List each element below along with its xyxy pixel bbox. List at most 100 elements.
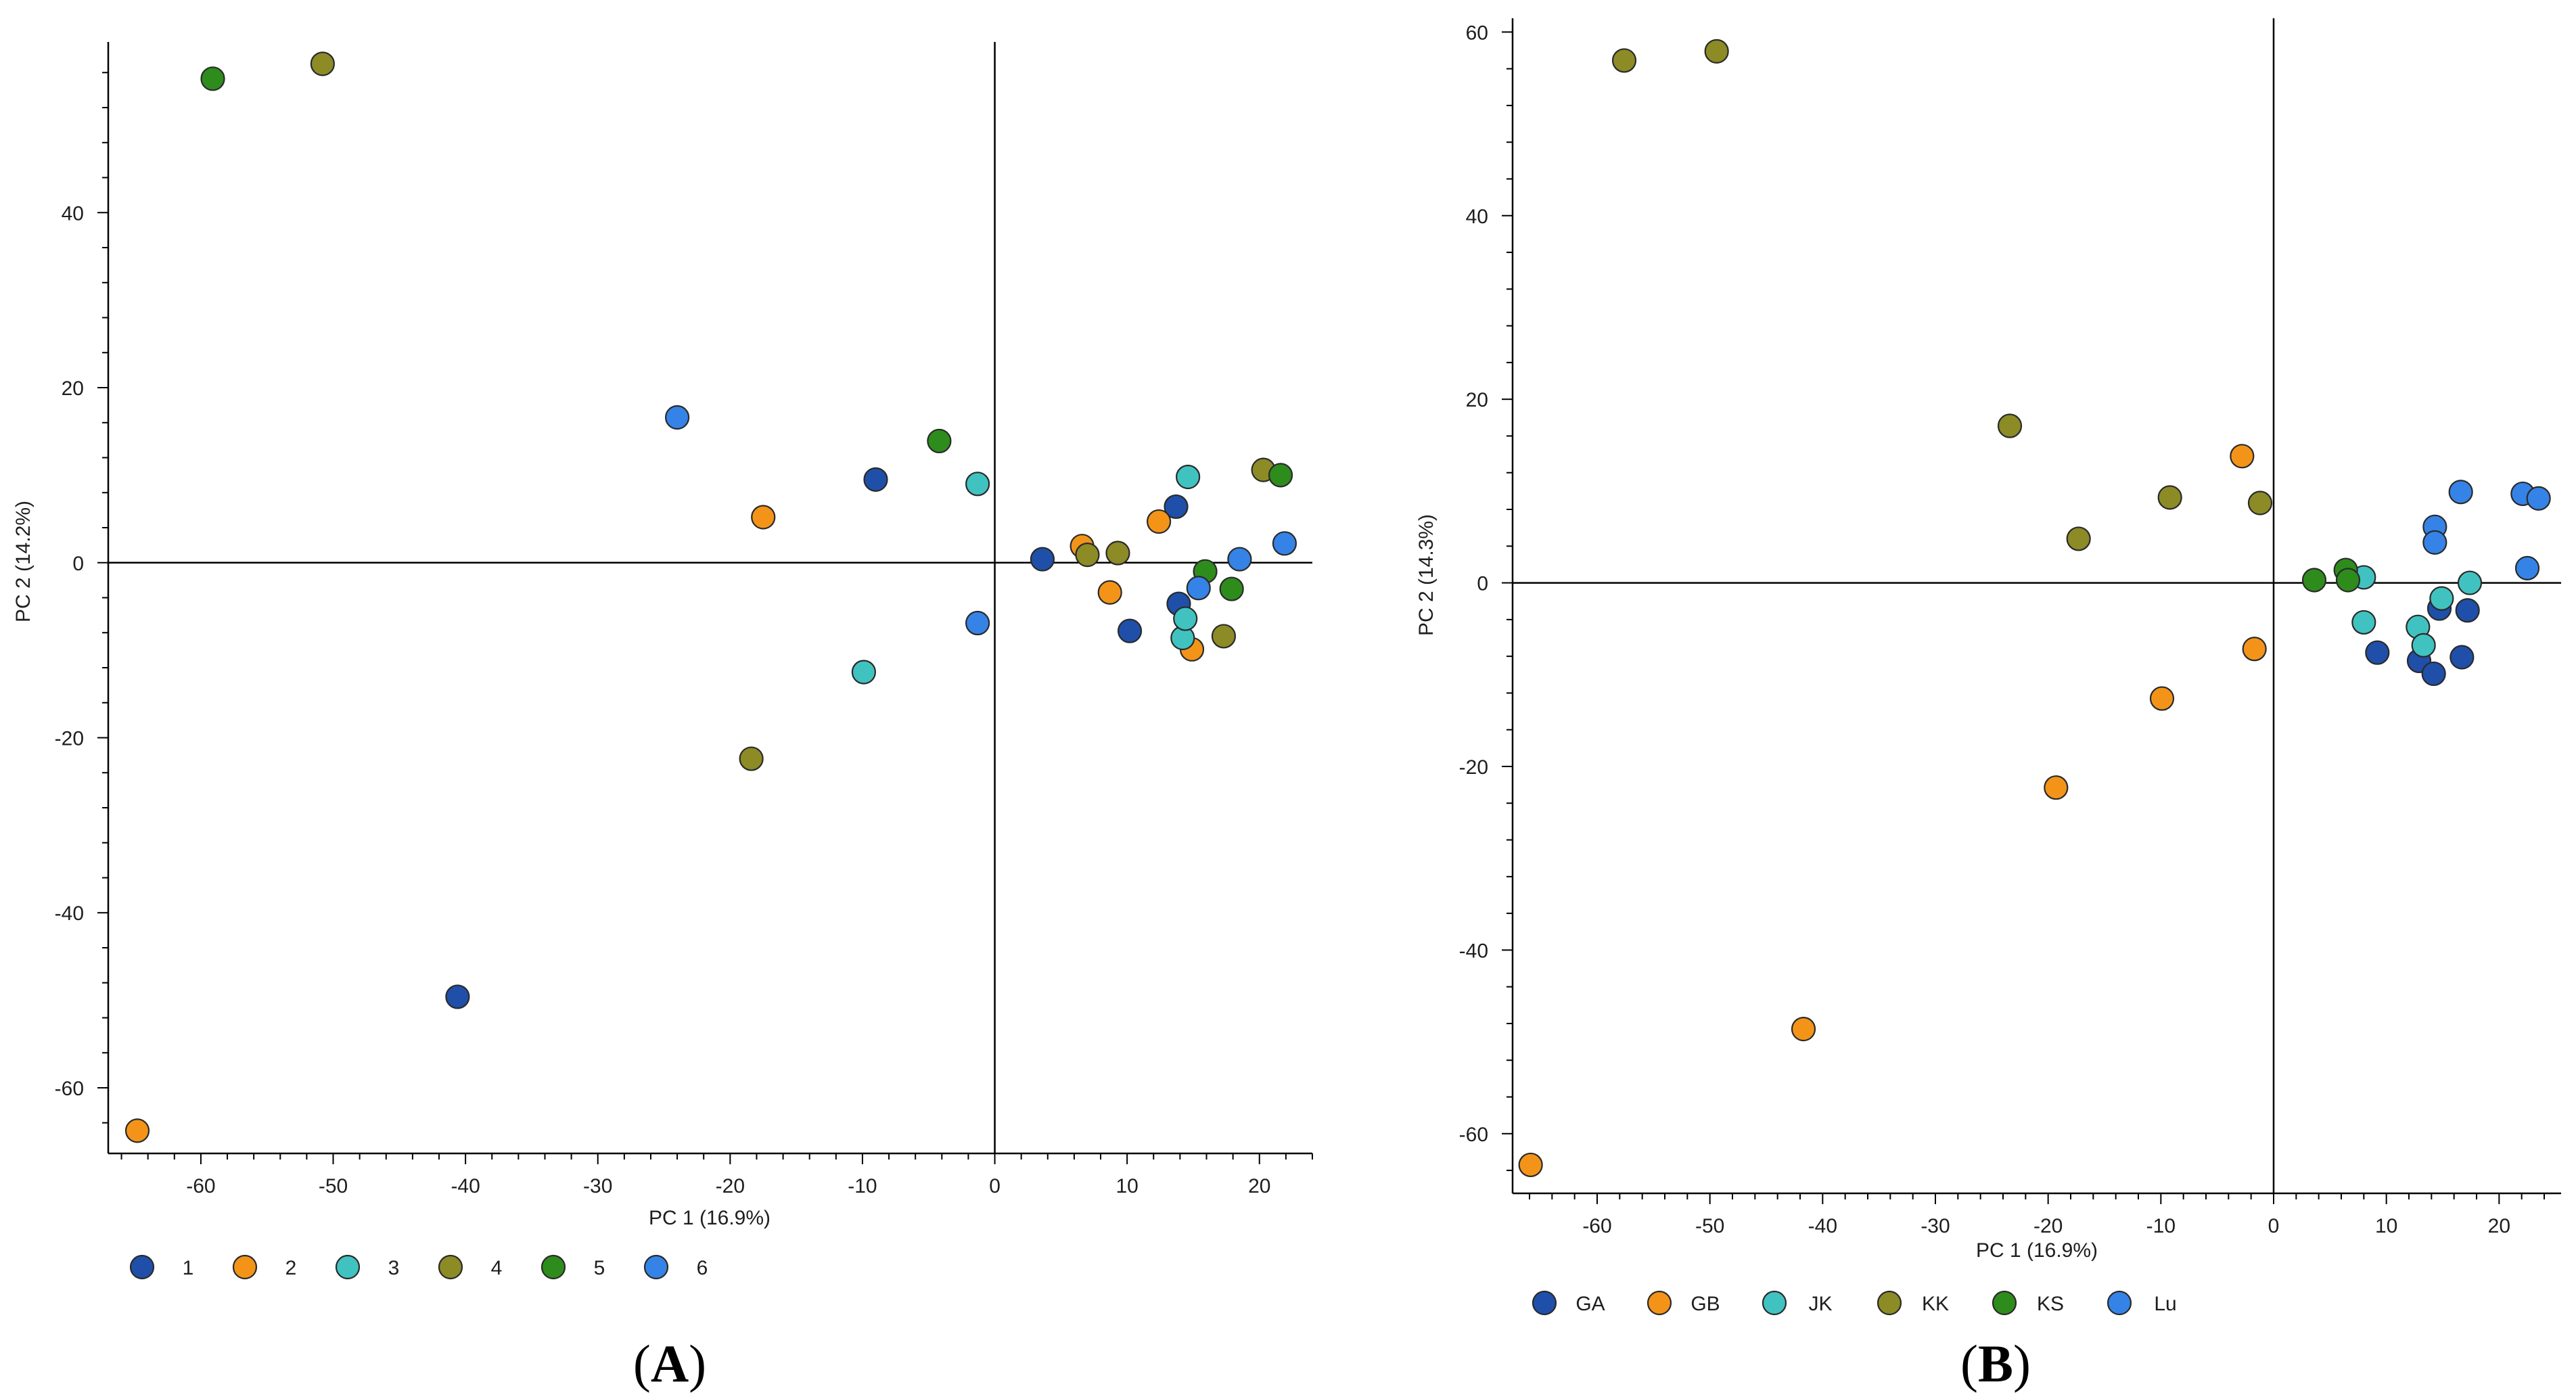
data-point-series-6 <box>1227 547 1252 572</box>
data-point-series-1 <box>1117 618 1143 643</box>
data-point-series-6 <box>1272 531 1297 556</box>
x-tick-label: -40 <box>1808 1215 1837 1237</box>
x-tick-label: 10 <box>2375 1215 2397 1237</box>
data-point-series-3 <box>851 660 877 685</box>
x-tick-labels: -60 -50 -40 -30 -20 -10 0 10 20 <box>1582 1215 2510 1237</box>
legend-marker <box>2107 1290 2132 1316</box>
data-point-series-5 <box>1268 463 1293 488</box>
legend-label: GB <box>1690 1293 1720 1315</box>
data-point-series-4 <box>739 746 764 771</box>
data-point-series-GB <box>2242 637 2267 662</box>
data-point-series-2 <box>751 505 776 530</box>
data-point-series-5 <box>1219 576 1244 601</box>
data-point-series-2 <box>1146 509 1172 534</box>
data-point-series-5 <box>927 428 952 454</box>
legend-marker <box>335 1254 361 1280</box>
x-tick-label: 0 <box>2268 1215 2280 1237</box>
data-point-series-Lu <box>2448 480 2473 505</box>
x-tick-label: -10 <box>2146 1215 2176 1237</box>
data-point-series-4 <box>1211 624 1237 649</box>
y-tick-label: 0 <box>1477 573 1488 595</box>
data-point-series-Lu <box>2422 530 2447 555</box>
legend-marker <box>438 1254 463 1280</box>
data-point-series-3 <box>1176 464 1201 490</box>
legend-label: 3 <box>388 1257 400 1279</box>
y-tick-label: -40 <box>1459 940 1488 962</box>
legend-label: KS <box>2037 1293 2064 1315</box>
chart-panel-b: -60 -50 -40 -30 -20 -10 0 10 20 -60 -40 -20 0 20 40 60… <box>1415 18 2561 1393</box>
y-axis-title: PC 2 (14.3%) <box>1415 514 1438 636</box>
legend: GA GB JK KK KS Lu <box>1532 1290 2177 1316</box>
data-point-series-GB <box>2044 775 2069 800</box>
x-tick-label: -40 <box>451 1175 480 1197</box>
reference-lines <box>108 42 1312 1153</box>
axes <box>97 42 1313 1164</box>
x-axis-title: PC 1 (16.9%) <box>649 1207 770 1229</box>
panel-label-b: (B) <box>1960 1334 2031 1393</box>
data-point-series-3 <box>965 472 990 497</box>
data-point-series-6 <box>1186 576 1211 601</box>
data-point-series-4 <box>1105 541 1130 566</box>
data-points <box>124 51 1297 1143</box>
legend-label: KK <box>1922 1293 1949 1315</box>
y-tick-labels: -60 -40 -20 0 20 40 <box>55 202 84 1100</box>
data-point-series-GA <box>2421 661 2446 687</box>
x-tick-label: -50 <box>1695 1215 1724 1237</box>
legend-marker <box>1877 1290 1902 1316</box>
panel-label-a: (A) <box>633 1334 706 1393</box>
legend-marker <box>643 1254 669 1280</box>
data-point-series-1 <box>1164 494 1189 520</box>
data-point-series-1 <box>445 984 470 1009</box>
data-point-series-GB <box>1791 1016 1816 1042</box>
data-point-series-JK <box>2411 633 2436 658</box>
data-point-series-Lu <box>2526 486 2551 511</box>
data-point-series-KK <box>1704 39 1729 64</box>
chart-panel-a: -60 -50 -40 -30 -20 -10 0 10 20 -60 -40 -20 0 20 40 P… <box>12 42 1313 1393</box>
x-tick-label: 20 <box>2488 1215 2510 1237</box>
y-tick-label: 40 <box>62 202 84 225</box>
y-tick-label: 60 <box>1466 22 1488 44</box>
y-tick-label: -60 <box>1459 1124 1488 1146</box>
y-tick-label: 20 <box>1466 389 1488 411</box>
data-point-series-KS <box>2301 568 2327 593</box>
data-point-series-KK <box>2247 490 2273 515</box>
y-tick-label: 0 <box>72 553 84 575</box>
panel-label-b-letter: B <box>1978 1334 2013 1393</box>
data-point-series-1 <box>1030 547 1055 572</box>
x-tick-label: -20 <box>2033 1215 2063 1237</box>
legend: 1 2 3 4 5 6 <box>129 1254 708 1280</box>
legend-label: 2 <box>285 1257 297 1279</box>
y-axis-title: PC 2 (14.2%) <box>12 501 34 622</box>
x-tick-label: 10 <box>1116 1175 1138 1197</box>
x-tick-label: 0 <box>989 1175 1001 1197</box>
data-point-series-4 <box>1075 543 1100 568</box>
legend-marker <box>1532 1290 1557 1316</box>
data-points <box>1518 39 2551 1178</box>
legend-label: 5 <box>594 1257 605 1279</box>
x-tick-label: -50 <box>319 1175 348 1197</box>
data-point-series-Lu <box>2514 555 2540 580</box>
data-point-series-GA <box>2450 645 2475 670</box>
legend-marker <box>232 1254 258 1280</box>
y-tick-label: -20 <box>55 727 84 750</box>
x-tick-label: -60 <box>186 1175 215 1197</box>
data-point-series-3 <box>1173 606 1198 631</box>
data-point-series-1 <box>863 467 888 492</box>
legend-label: JK <box>1808 1293 1832 1315</box>
x-tick-labels: -60 -50 -40 -30 -20 -10 0 10 20 <box>186 1175 1270 1197</box>
data-point-series-6 <box>664 405 690 430</box>
data-point-series-JK <box>2429 586 2454 611</box>
panel-label-a-letter: A <box>651 1334 689 1393</box>
data-point-series-GB <box>2149 686 2175 711</box>
axes <box>1502 18 2561 1204</box>
x-axis-title: PC 1 (16.9%) <box>1976 1239 2098 1262</box>
x-tick-label: -30 <box>583 1175 612 1197</box>
legend-label: Lu <box>2154 1293 2176 1315</box>
data-point-series-KK <box>1611 48 1637 73</box>
y-tick-labels: -60 -40 -20 0 20 40 60 <box>1459 22 1488 1145</box>
x-tick-label: -30 <box>1920 1215 1950 1237</box>
x-tick-label: -10 <box>848 1175 877 1197</box>
data-point-series-GA <box>2365 640 2390 665</box>
legend-label: 6 <box>697 1257 708 1279</box>
